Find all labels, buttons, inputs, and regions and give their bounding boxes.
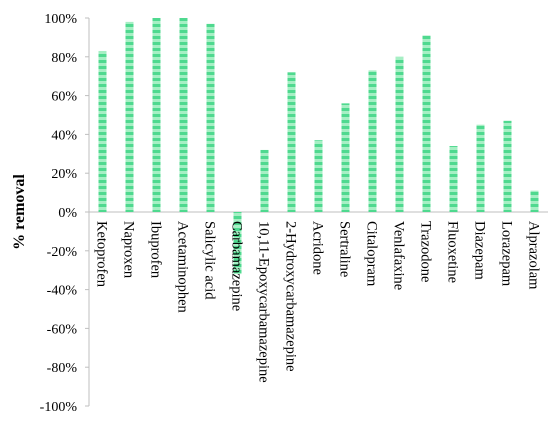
- category-label: Fluoxetine: [445, 221, 461, 283]
- category-label: Diazepam: [472, 221, 488, 280]
- category-label: Carbamazepine: [229, 221, 245, 311]
- category-label: Citalopram: [364, 221, 380, 287]
- category-label: Ibuprofen: [148, 221, 164, 279]
- y-tick-label: -60%: [47, 322, 78, 337]
- category-label: Venlafaxine: [391, 221, 407, 290]
- category-label: Lorazepam: [499, 221, 515, 287]
- bar-2-hydroxycarbamazepine: [287, 72, 296, 212]
- bar-lorazepam: [503, 120, 512, 212]
- y-tick-labels: -100% -80% -60% -40% -20% 0% 20% 40% 60% 80% 100%: [40, 12, 89, 415]
- bar-ketoprofen: [98, 50, 107, 213]
- y-axis-title-group: % removal: [11, 174, 28, 250]
- y-axis-title: % removal: [11, 174, 28, 250]
- category-label: Ketoprofen: [94, 221, 110, 288]
- bar-citalopram: [368, 70, 377, 212]
- category-label: Alprazolam: [526, 221, 542, 290]
- bar-acetaminophen: [179, 18, 188, 212]
- bars: [98, 18, 539, 275]
- category-labels: Ketoprofen Naproxen Ibuprofen Acetaminophen…: [94, 221, 542, 383]
- bar-ibuprofen: [152, 18, 161, 212]
- y-tick-label: 0%: [58, 206, 77, 221]
- category-label: Naproxen: [121, 221, 137, 279]
- category-label: Acridone: [310, 221, 326, 275]
- y-tick-label: 20%: [51, 167, 77, 182]
- y-tick-label: 60%: [51, 90, 77, 105]
- bar-acridone: [314, 140, 323, 212]
- bar-fluoxetine: [449, 146, 458, 212]
- category-label: 10,11-Epoxycarbamazepine: [256, 221, 272, 383]
- category-label: Sertraline: [337, 221, 353, 277]
- bar-alprazolam: [530, 190, 539, 212]
- category-label: Salicylic acid: [202, 221, 218, 300]
- category-label: Trazodone: [418, 221, 434, 282]
- y-tick-label: 80%: [51, 51, 77, 66]
- bar-carbamazepine: [233, 212, 242, 275]
- y-tick-label: 40%: [51, 128, 77, 143]
- y-tick-label: -20%: [47, 245, 78, 260]
- category-label: Acetaminophen: [175, 221, 191, 314]
- y-tick-label: 100%: [44, 12, 77, 27]
- bar-diazepam: [476, 124, 485, 212]
- bar-naproxen: [125, 21, 134, 212]
- y-tick-label: -40%: [47, 284, 78, 299]
- bar-trazodone: [422, 35, 431, 213]
- y-tick-label: -100%: [40, 400, 78, 415]
- category-label: 2-Hydroxycarbamazepine: [283, 221, 299, 372]
- bar-10-11-epoxycarbamazepine: [260, 149, 269, 212]
- bar-salicylic-acid: [206, 23, 215, 212]
- bar-sertraline: [341, 103, 350, 212]
- bar-venlafaxine: [395, 56, 404, 212]
- y-tick-label: -80%: [47, 361, 78, 376]
